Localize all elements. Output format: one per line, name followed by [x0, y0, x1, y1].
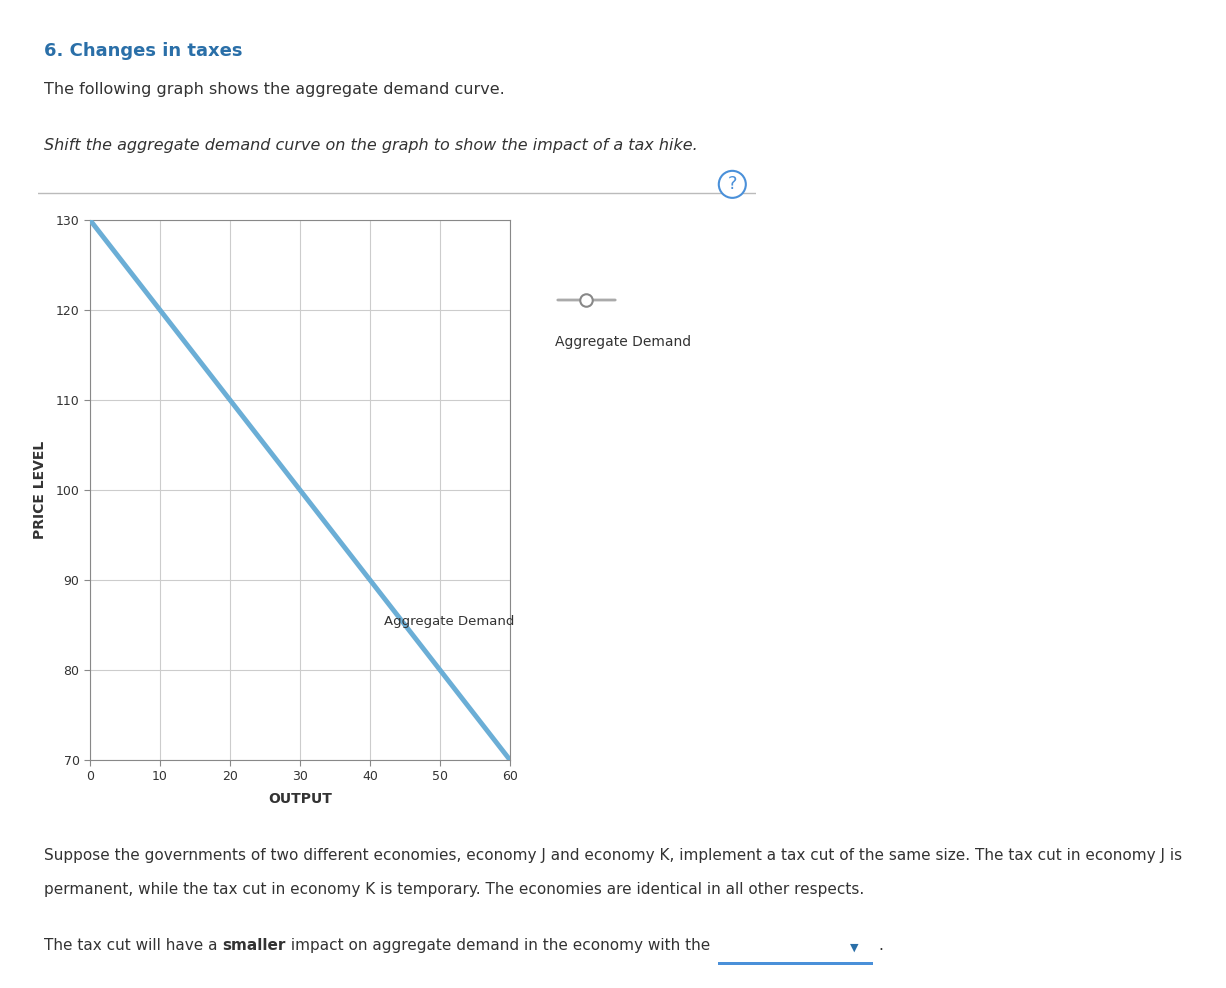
Text: ?: ?: [727, 175, 737, 194]
Text: Aggregate Demand: Aggregate Demand: [384, 615, 515, 628]
Text: ▼: ▼: [850, 943, 858, 952]
Text: permanent, while the tax cut in economy K is temporary. The economies are identi: permanent, while the tax cut in economy …: [44, 882, 864, 897]
Text: smaller: smaller: [222, 938, 286, 953]
Text: Shift the aggregate demand curve on the graph to show the impact of a tax hike.: Shift the aggregate demand curve on the …: [44, 138, 698, 153]
Text: The tax cut will have a: The tax cut will have a: [44, 938, 222, 953]
X-axis label: OUTPUT: OUTPUT: [268, 791, 332, 806]
Text: Aggregate Demand: Aggregate Demand: [555, 335, 691, 349]
Text: impact on aggregate demand in the economy with the: impact on aggregate demand in the econom…: [286, 938, 710, 953]
Bar: [38, 168, 756, 193]
Text: .: .: [878, 938, 883, 953]
Y-axis label: PRICE LEVEL: PRICE LEVEL: [33, 441, 48, 539]
Text: 6. Changes in taxes: 6. Changes in taxes: [44, 42, 243, 60]
Text: Suppose the governments of two different economies, economy J and economy K, imp: Suppose the governments of two different…: [44, 848, 1182, 863]
Text: The following graph shows the aggregate demand curve.: The following graph shows the aggregate …: [44, 82, 505, 97]
